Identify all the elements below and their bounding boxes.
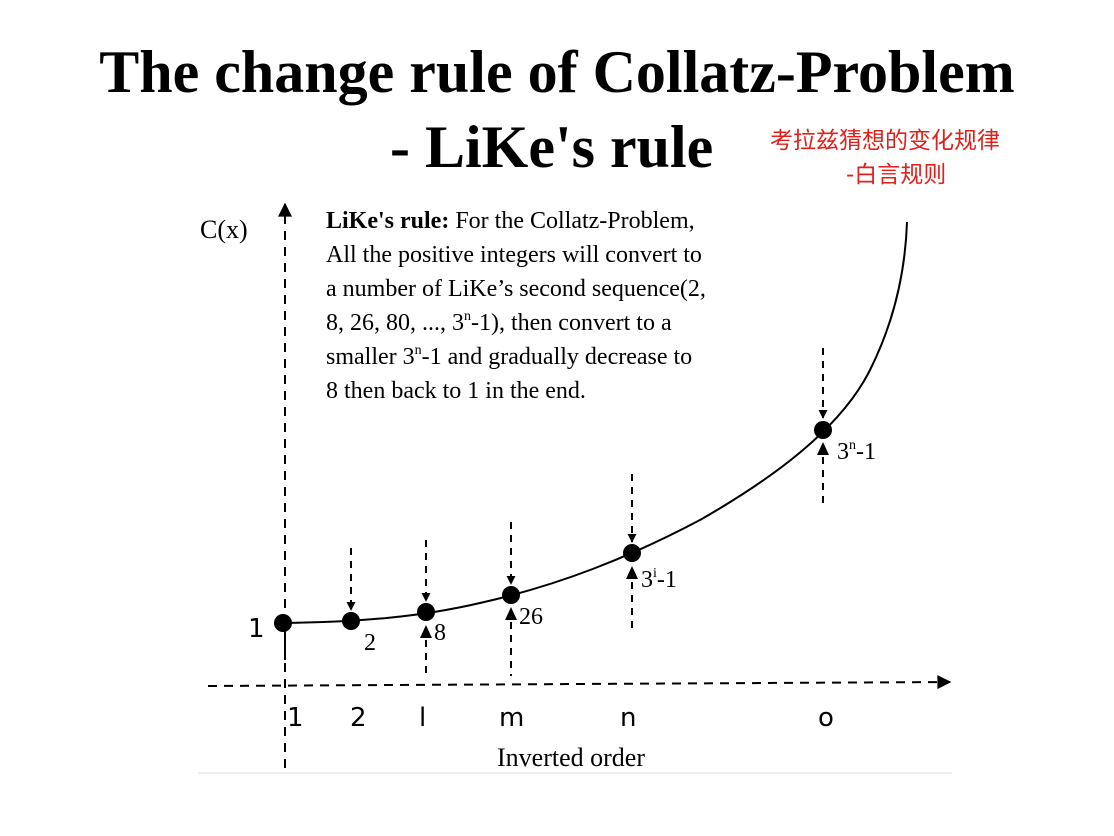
rule-line-6: 8 then back to 1 in the end.: [326, 378, 586, 404]
x-tick-1: 1: [287, 703, 304, 733]
x-tick-o: o: [818, 703, 834, 733]
point-3n: [814, 421, 832, 439]
x-tick-n: n: [620, 703, 636, 733]
x-tick-m: m: [499, 703, 524, 733]
arrow-up-26: [505, 607, 517, 620]
rule-line-1: LiKe's rule: For the Collatz-Problem,: [326, 208, 695, 234]
label-point-2: 2: [364, 630, 376, 656]
rule-line-3: a number of LiKe’s second sequence(2,: [326, 276, 706, 302]
chinese-caption-line-2: -白言规则: [846, 162, 947, 188]
title-line-2: - LiKe's rule: [390, 114, 714, 180]
x-axis-label: Inverted order: [497, 743, 645, 772]
x-axis: [207, 675, 952, 690]
point-3i: [623, 544, 641, 562]
arrow-up-8: [420, 625, 432, 638]
point-1: [274, 614, 292, 632]
label-point-1: 1: [248, 614, 265, 644]
arrow-up-3n: [817, 442, 829, 455]
label-point-3n: 3n-1: [837, 438, 876, 465]
point-2: [342, 612, 360, 630]
arrow-up-3i: [626, 566, 638, 579]
label-point-8: 8: [434, 620, 446, 646]
chinese-caption-line-1: 考拉兹猜想的变化规律: [770, 128, 1000, 154]
rule-line-5: smaller 3n-1 and gradually decrease to: [326, 343, 692, 370]
rule-line-4: 8, 26, 80, ..., 3n-1), then convert to a: [326, 309, 672, 336]
rule-line-2: All the positive integers will convert t…: [326, 242, 702, 268]
x-tick-2: 2: [350, 703, 367, 733]
x-tick-l: l: [419, 703, 426, 733]
point-26: [502, 586, 520, 604]
rule-text: LiKe's rule: For the Collatz-Problem, Al…: [326, 208, 706, 404]
label-point-26: 26: [519, 604, 543, 630]
label-point-3i: 3i-1: [641, 566, 677, 593]
title-line-1: The change rule of Collatz-Problem: [99, 39, 1015, 105]
point-8: [417, 603, 435, 621]
y-axis-label: C(x): [200, 215, 248, 244]
